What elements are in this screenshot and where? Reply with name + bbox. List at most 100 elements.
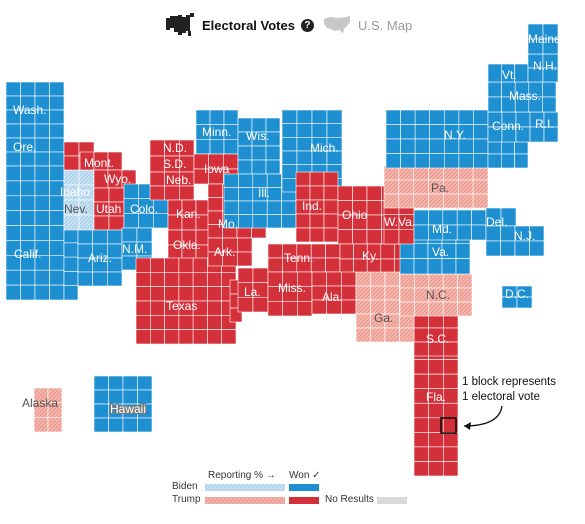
state-block-texas[interactable]: [135, 329, 151, 345]
state-block-mich[interactable]: [326, 123, 343, 138]
state-block-fla[interactable]: [413, 359, 429, 375]
state-block-ny[interactable]: [414, 109, 431, 125]
state-block-ga[interactable]: [384, 285, 400, 301]
state-block-ny[interactable]: [429, 153, 445, 169]
state-block-tenn[interactable]: [267, 243, 283, 259]
state-block-pa[interactable]: [472, 193, 489, 209]
state-block-hawaii[interactable]: [93, 417, 109, 433]
state-block-calif[interactable]: [63, 271, 79, 286]
state-block-nm[interactable]: [121, 255, 138, 271]
state-block-mo[interactable]: [207, 183, 223, 198]
state-block-calif[interactable]: [49, 165, 65, 182]
state-block-nc[interactable]: [457, 301, 473, 317]
state-block-texas[interactable]: [164, 257, 180, 273]
state-block-nev[interactable]: [63, 214, 80, 231]
state-block-tenn[interactable]: [325, 257, 341, 273]
state-block-ohio[interactable]: [366, 200, 382, 216]
state-block-nev[interactable]: [78, 169, 95, 186]
state-block-pa[interactable]: [398, 193, 415, 209]
state-block-ala[interactable]: [311, 271, 327, 287]
state-block-va[interactable]: [427, 258, 443, 275]
state-block-texas[interactable]: [178, 271, 194, 287]
state-block-calif[interactable]: [63, 242, 79, 258]
state-block-calif[interactable]: [63, 285, 79, 301]
state-block-hawaii[interactable]: [93, 375, 109, 391]
state-block-ohio[interactable]: [366, 185, 382, 201]
state-block-ariz[interactable]: [92, 271, 108, 287]
state-block-fla[interactable]: [428, 359, 444, 375]
state-block-la[interactable]: [252, 296, 269, 313]
state-block-hawaii[interactable]: [93, 403, 109, 419]
state-block-miss[interactable]: [267, 300, 283, 317]
state-block-md[interactable]: [456, 209, 472, 226]
state-block-ny[interactable]: [385, 109, 401, 125]
state-block-alaska[interactable]: [47, 416, 63, 433]
state-block-fla[interactable]: [442, 359, 459, 375]
state-block-ga[interactable]: [370, 271, 386, 287]
state-block-ind[interactable]: [323, 185, 339, 201]
state-block-ind[interactable]: [309, 213, 325, 229]
state-block-nj[interactable]: [485, 240, 501, 257]
state-block-hawaii[interactable]: [108, 375, 124, 391]
state-block-pa[interactable]: [383, 179, 400, 195]
state-block-fla[interactable]: [442, 432, 459, 448]
state-block-mich[interactable]: [281, 178, 298, 193]
state-block-calif[interactable]: [63, 256, 79, 272]
state-block-texas[interactable]: [221, 329, 237, 345]
state-block-ny[interactable]: [443, 109, 460, 125]
state-block-ill[interactable]: [223, 200, 239, 215]
state-block-ny[interactable]: [400, 124, 416, 140]
state-block-wis[interactable]: [265, 159, 281, 175]
state-block-calif[interactable]: [20, 180, 36, 197]
state-block-mich[interactable]: [281, 137, 298, 152]
state-block-calif[interactable]: [34, 225, 50, 241]
state-block-calif[interactable]: [5, 225, 21, 241]
state-block-ind[interactable]: [323, 199, 339, 215]
state-block-tenn[interactable]: [267, 257, 283, 273]
state-block-ky[interactable]: [380, 243, 395, 260]
state-block-pa[interactable]: [413, 193, 429, 209]
state-block-tenn[interactable]: [325, 243, 341, 259]
state-block-fla[interactable]: [442, 446, 459, 462]
state-block-md[interactable]: [413, 209, 429, 226]
state-block-ore[interactable]: [20, 151, 36, 167]
state-block-pa[interactable]: [443, 193, 459, 209]
state-block-nm[interactable]: [121, 227, 138, 243]
state-block-nh[interactable]: [542, 67, 559, 83]
state-block-ga[interactable]: [355, 313, 371, 329]
state-block-ill[interactable]: [238, 200, 254, 215]
state-block-wash[interactable]: [49, 81, 65, 97]
state-block-ala[interactable]: [340, 285, 357, 301]
state-block-ny[interactable]: [400, 153, 416, 169]
state-block-ill[interactable]: [266, 200, 282, 215]
state-block-calif[interactable]: [20, 225, 36, 241]
electoral-votes-toggle[interactable]: Electoral Votes ?: [164, 10, 314, 40]
state-block-nj[interactable]: [500, 240, 516, 257]
state-block-ny[interactable]: [429, 109, 445, 125]
state-block-nc[interactable]: [457, 273, 473, 289]
state-block-nc[interactable]: [414, 273, 430, 289]
state-block-minn[interactable]: [223, 109, 239, 125]
state-block-calif[interactable]: [49, 225, 65, 241]
state-block-pa[interactable]: [457, 193, 474, 209]
state-block-nc[interactable]: [442, 301, 458, 317]
state-block-texas[interactable]: [135, 271, 151, 287]
state-block-vt[interactable]: [514, 63, 529, 83]
state-block-ny[interactable]: [443, 153, 460, 169]
state-block-wis[interactable]: [265, 145, 281, 161]
state-block-dc[interactable]: [516, 296, 533, 309]
state-block-ohio[interactable]: [337, 185, 353, 201]
state-block-ny[interactable]: [473, 124, 489, 140]
state-block-va[interactable]: [413, 258, 429, 275]
state-block-texas[interactable]: [135, 286, 151, 302]
state-block-mich[interactable]: [311, 109, 328, 124]
state-block-texas[interactable]: [192, 329, 208, 345]
state-block-calif[interactable]: [34, 165, 50, 182]
state-block-ny[interactable]: [473, 153, 489, 169]
state-block-nev[interactable]: [78, 214, 95, 231]
state-block-mich[interactable]: [296, 109, 313, 124]
state-block-ohio[interactable]: [366, 214, 382, 230]
state-block-ga[interactable]: [399, 327, 415, 343]
state-block-fla[interactable]: [413, 461, 429, 477]
state-block-ark[interactable]: [237, 237, 253, 253]
